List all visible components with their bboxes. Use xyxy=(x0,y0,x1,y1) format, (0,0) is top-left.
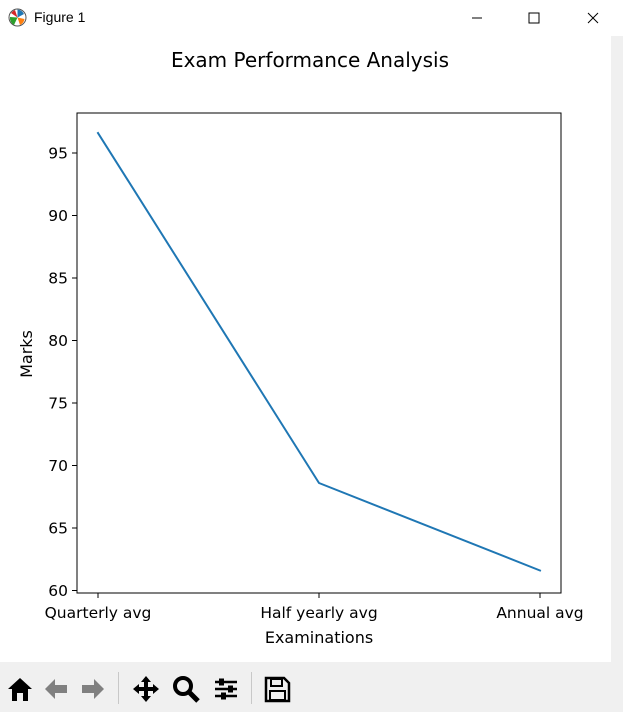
configure-subplots-button[interactable] xyxy=(209,672,243,706)
pan-icon xyxy=(133,676,159,702)
window-edge xyxy=(611,36,623,712)
minimize-icon xyxy=(472,17,482,19)
forward-button[interactable] xyxy=(76,672,110,706)
y-tick-label: 75 xyxy=(48,395,68,413)
home-icon xyxy=(8,678,32,701)
y-axis-label: Marks xyxy=(17,330,36,378)
x-tick-label: Half yearly avg xyxy=(260,604,377,622)
y-tick-label: 80 xyxy=(48,332,68,350)
y-tick-label: 90 xyxy=(48,207,68,225)
y-tick-label: 95 xyxy=(48,145,68,163)
toolbar-separator xyxy=(118,672,119,704)
save-button[interactable] xyxy=(260,672,294,706)
close-button[interactable] xyxy=(570,0,616,36)
x-tick-label: Quarterly avg xyxy=(45,604,152,622)
line-chart: Exam Performance Analysis 60 65 70 75 80 85 90… xyxy=(17,48,584,647)
forward-arrow-icon xyxy=(82,679,104,699)
save-icon xyxy=(264,676,291,703)
chart-title: Exam Performance Analysis xyxy=(171,48,449,72)
maximize-button[interactable] xyxy=(511,0,557,36)
pan-button[interactable] xyxy=(129,672,163,706)
y-axis: 60 65 70 75 80 85 90 95 xyxy=(48,145,77,600)
y-tick-label: 85 xyxy=(48,270,68,288)
plot-frame xyxy=(76,112,562,594)
window-titlebar: Figure 1 xyxy=(0,0,623,36)
close-icon xyxy=(587,12,599,24)
figure-canvas: Exam Performance Analysis 60 65 70 75 80 85 90… xyxy=(0,36,611,662)
home-button[interactable] xyxy=(3,672,37,706)
x-tick-label: Annual avg xyxy=(496,604,583,622)
configure-subplots-icon xyxy=(215,678,237,700)
back-button[interactable] xyxy=(39,672,73,706)
minimize-button[interactable] xyxy=(454,0,500,36)
zoom-icon xyxy=(173,676,200,703)
maximize-icon xyxy=(528,12,540,24)
series-group xyxy=(96,131,542,572)
x-axis-label: Examinations xyxy=(265,628,373,647)
back-arrow-icon xyxy=(45,679,67,699)
navigation-toolbar xyxy=(0,662,623,712)
window-title: Figure 1 xyxy=(34,9,86,25)
x-axis: Quarterly avg Half yearly avg Annual avg xyxy=(45,593,584,622)
y-tick-label: 60 xyxy=(48,582,68,600)
y-tick-label: 65 xyxy=(48,520,68,538)
toolbar-separator xyxy=(251,672,252,704)
zoom-button[interactable] xyxy=(169,672,203,706)
series-line xyxy=(96,131,542,572)
matplotlib-logo-icon xyxy=(8,8,27,27)
y-tick-label: 70 xyxy=(48,457,68,475)
